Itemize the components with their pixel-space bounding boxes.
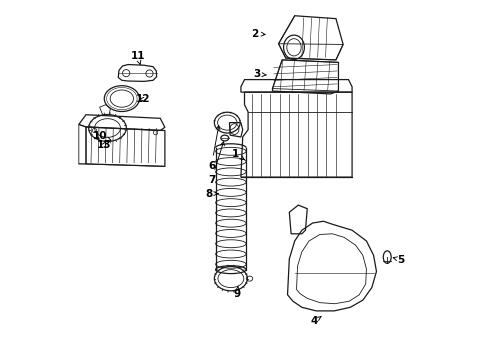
Text: 3: 3 bbox=[253, 69, 266, 79]
Text: 2: 2 bbox=[250, 29, 264, 39]
Text: 13: 13 bbox=[97, 140, 111, 150]
Text: 6: 6 bbox=[207, 126, 220, 171]
Text: 4: 4 bbox=[310, 316, 321, 326]
Text: 11: 11 bbox=[130, 51, 144, 64]
Text: 8: 8 bbox=[204, 189, 218, 199]
Text: 12: 12 bbox=[136, 94, 150, 104]
Text: 10: 10 bbox=[93, 131, 111, 141]
Text: 5: 5 bbox=[392, 255, 403, 265]
Text: 7: 7 bbox=[207, 141, 224, 185]
Text: 9: 9 bbox=[233, 286, 241, 299]
Text: 1: 1 bbox=[231, 149, 244, 159]
